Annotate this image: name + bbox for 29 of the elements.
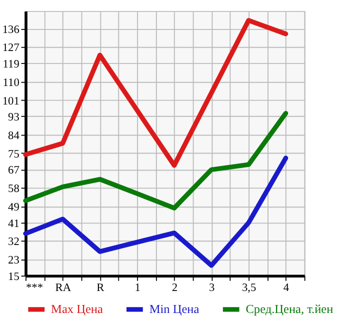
line-series [23,110,288,210]
y-tick-label: 110 [2,76,20,89]
x-tick-label: 4 [283,282,290,294]
x-tick-label: 1 [134,282,140,294]
y-tick-label: 32 [8,236,20,248]
y-tick-label: 84 [8,130,20,142]
y-tick-label: 67 [8,164,20,177]
x-tick-label: 2 [172,282,178,294]
x-tick-label: 3,5 [242,282,256,294]
x-tick-label: *** [26,282,44,294]
y-tick-label: 136 [2,24,20,36]
line-series [23,156,288,268]
x-tick-label: RA [55,282,72,294]
y-tick-label: 101 [2,95,20,108]
x-tick-label: R [96,282,105,294]
y-tick-label: 23 [8,254,20,267]
legend-label: Сред.Цена, т.йен [246,302,334,316]
legend-label: Max Цена [51,302,104,316]
legend-label: Min Цена [149,302,200,316]
y-tick-label: 93 [8,112,20,124]
y-tick-label: 15 [8,270,20,283]
y-tick-label: 41 [8,218,20,230]
y-tick-label: 58 [8,183,20,196]
line-series [23,18,288,168]
y-tick-label: 127 [2,42,20,54]
y-tick-label: 75 [8,148,20,160]
y-tick-label: 49 [8,201,20,214]
x-tick-label: 3 [209,282,216,294]
y-tick-label: 119 [2,58,20,71]
